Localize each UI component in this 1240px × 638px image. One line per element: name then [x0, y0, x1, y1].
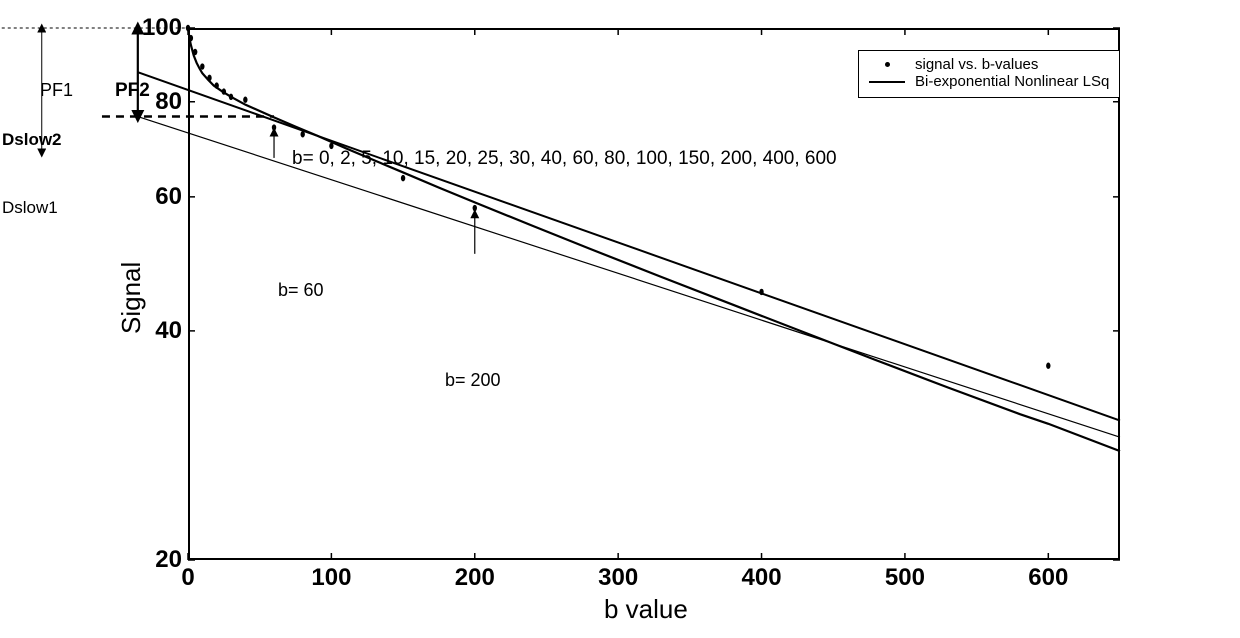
annot-pf1: PF1 — [40, 80, 73, 101]
y-tick-label: 100 — [142, 14, 182, 42]
y-tick-label: 80 — [155, 88, 182, 116]
annot-b200: b= 200 — [445, 370, 501, 391]
legend-dot-icon — [869, 62, 905, 67]
b-values-list: b= 0, 2, 5, 10, 15, 20, 25, 30, 40, 60, … — [292, 148, 837, 170]
x-axis-label: b value — [604, 594, 688, 625]
legend-label: Bi-exponential Nonlinear LSq — [915, 73, 1109, 90]
annot-dslow1: Dslow1 — [2, 198, 58, 218]
x-tick-label: 400 — [742, 564, 782, 592]
legend-label: signal vs. b-values — [915, 56, 1038, 73]
b-list-rest: = 0, 2, 5, 10, 15, 20, 25, 30, 40, 60, 8… — [303, 148, 837, 169]
y-tick-label: 40 — [155, 317, 182, 345]
x-tick-label: 300 — [598, 564, 638, 592]
legend-line-icon — [869, 81, 905, 83]
x-tick-label: 100 — [311, 564, 351, 592]
y-tick-label: 20 — [155, 546, 182, 574]
annot-pf2: PF2 — [115, 80, 150, 102]
b-italic: b — [292, 148, 303, 169]
y-axis-label: Signal — [116, 262, 147, 334]
annot-b60: b= 60 — [278, 280, 324, 301]
x-tick-label: 600 — [1028, 564, 1068, 592]
annot-dslow2: Dslow2 — [2, 130, 62, 150]
legend-item-biexp: Bi-exponential Nonlinear LSq — [869, 73, 1109, 90]
legend-item-scatter: signal vs. b-values — [869, 56, 1109, 73]
y-tick-label: 60 — [155, 183, 182, 211]
x-tick-label: 500 — [885, 564, 925, 592]
x-tick-label: 200 — [455, 564, 495, 592]
legend: signal vs. b-values Bi-exponential Nonli… — [858, 50, 1120, 98]
